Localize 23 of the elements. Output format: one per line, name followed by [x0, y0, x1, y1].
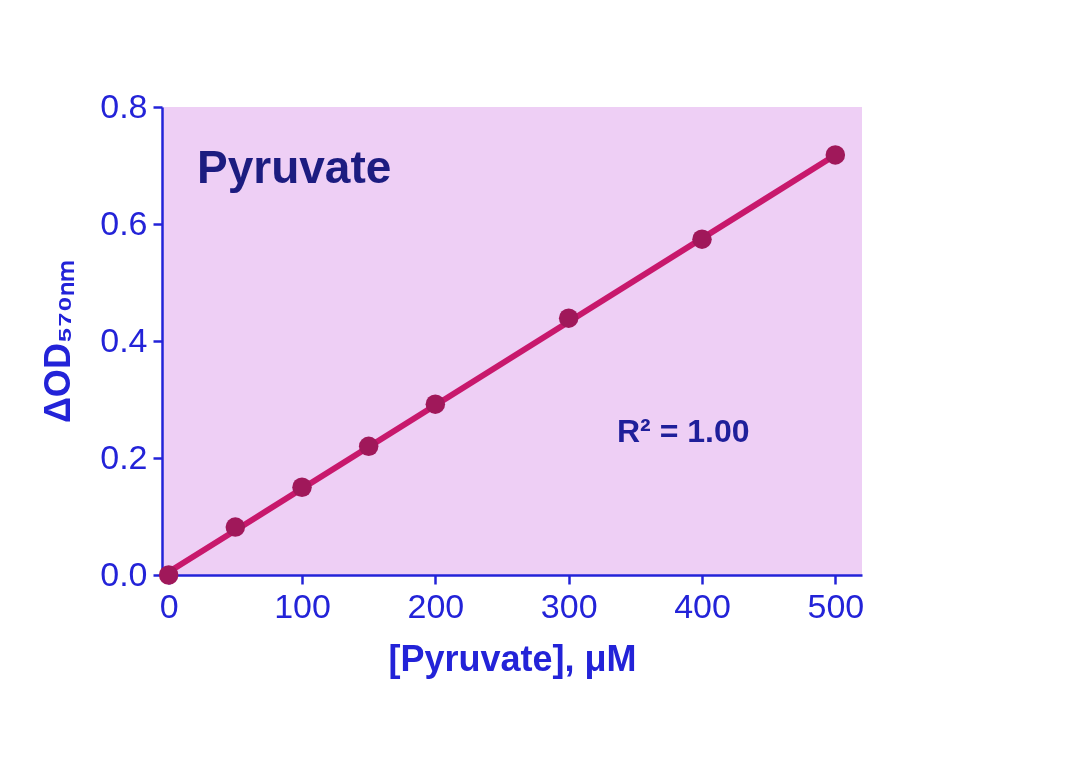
x-tick-label: 400	[674, 586, 731, 625]
point	[825, 145, 846, 165]
point	[225, 517, 246, 537]
y-tick-label: 0.4	[100, 320, 148, 359]
point	[358, 436, 379, 457]
point	[292, 477, 312, 497]
x-tick-label: 500	[807, 586, 865, 625]
y-tick-label: 0.0	[100, 554, 148, 593]
y-axis-title: ΔOD₅₇₀ₙₘ	[37, 259, 79, 424]
x-tick-label: 0	[159, 586, 179, 625]
y-tick-label: 0.2	[100, 437, 148, 476]
point	[692, 229, 712, 249]
x-axis-title: [Pyruvate], μM	[388, 637, 637, 679]
point	[158, 565, 179, 585]
x-tick-label: 100	[274, 586, 331, 625]
y-tick-label: 0.8	[100, 86, 148, 125]
text: Pyruvate	[197, 141, 392, 193]
x-tick-label: 300	[540, 586, 598, 625]
annotation: R² = 1.00	[617, 413, 750, 449]
point	[425, 394, 446, 414]
point	[558, 308, 579, 328]
y-tick-label: 0.6	[100, 203, 148, 242]
x-tick-label: 200	[407, 586, 465, 625]
